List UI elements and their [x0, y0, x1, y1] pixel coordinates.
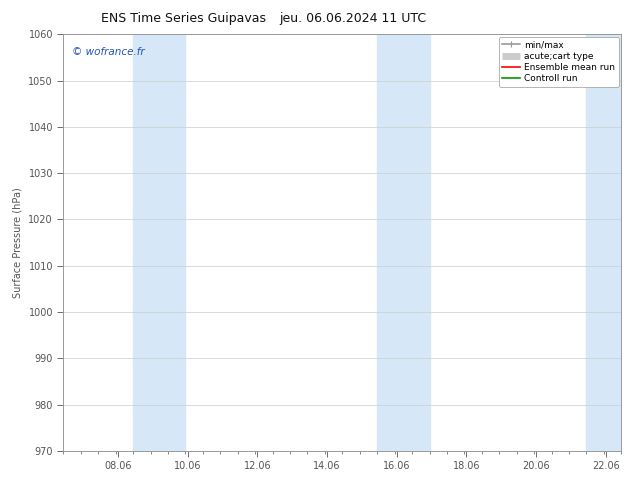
Text: © wofrance.fr: © wofrance.fr [72, 47, 145, 57]
Text: jeu. 06.06.2024 11 UTC: jeu. 06.06.2024 11 UTC [279, 12, 426, 25]
Legend: min/max, acute;cart type, Ensemble mean run, Controll run: min/max, acute;cart type, Ensemble mean … [499, 37, 619, 87]
Bar [133, 34, 185, 451]
Bar [586, 34, 621, 451]
Y-axis label: Surface Pressure (hPa): Surface Pressure (hPa) [13, 187, 23, 298]
Text: ENS Time Series Guipavas: ENS Time Series Guipavas [101, 12, 266, 25]
Bar [377, 34, 430, 451]
